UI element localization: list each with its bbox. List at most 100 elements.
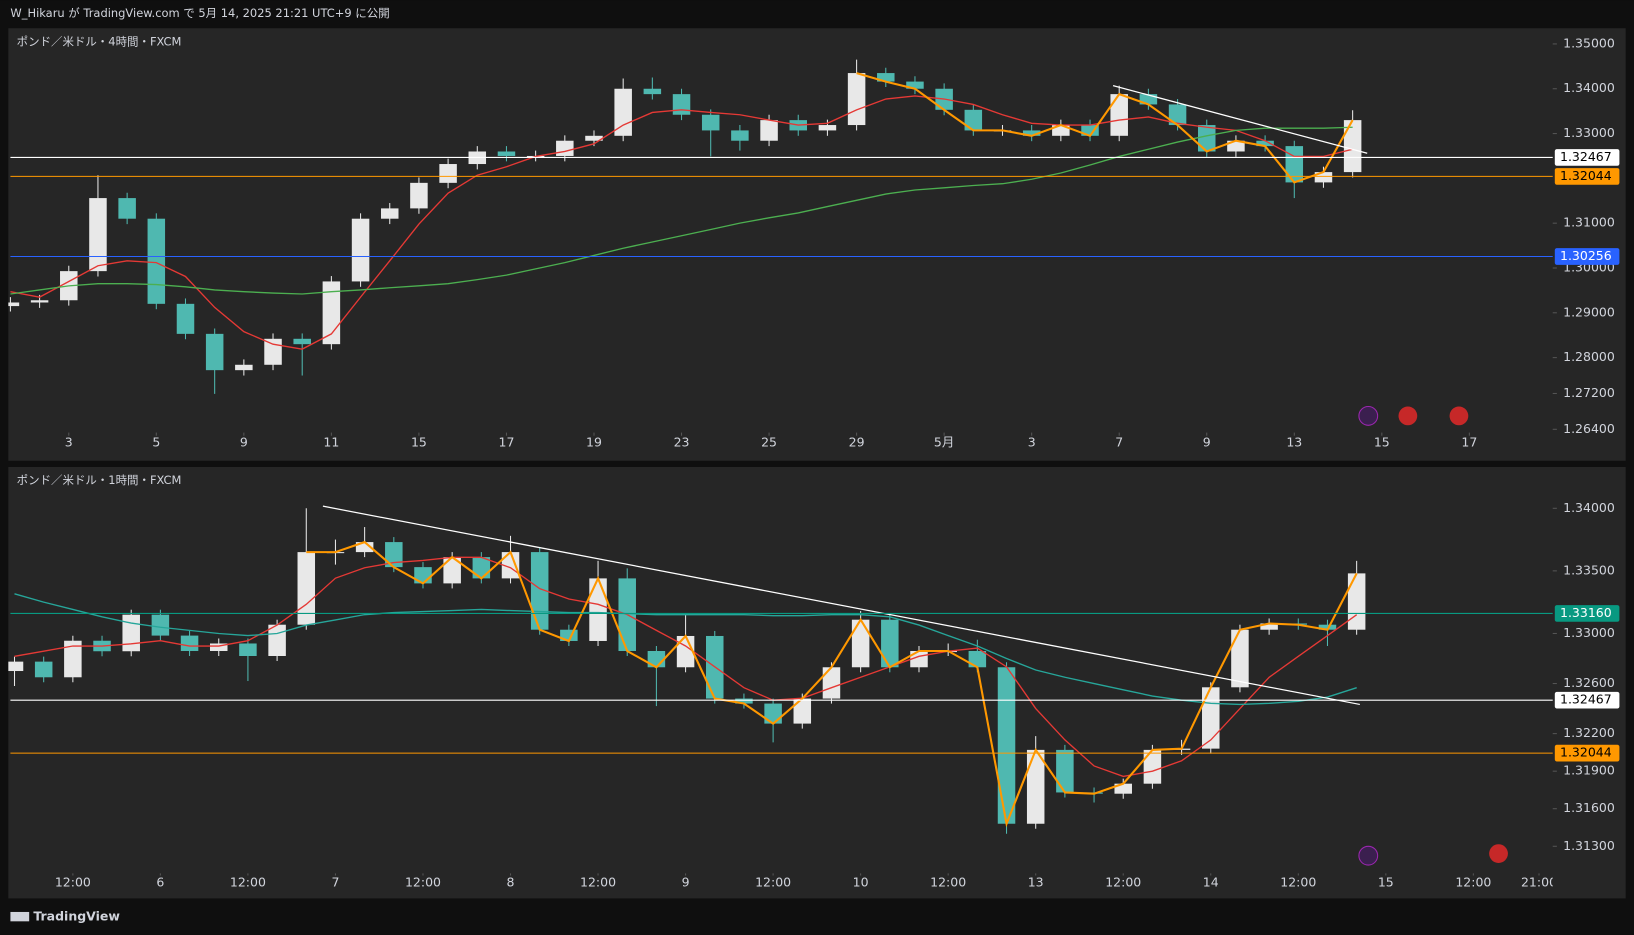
- x-tick-label: 12:00: [755, 874, 791, 889]
- candle-body: [1110, 94, 1128, 136]
- candle-body: [147, 218, 166, 304]
- candle-body: [176, 303, 195, 334]
- plot: [8, 505, 1366, 834]
- x-tick-label: 25: [761, 435, 777, 450]
- candle-body: [735, 698, 753, 704]
- x-tick-label: 3: [65, 435, 73, 450]
- candle-body: [297, 552, 316, 625]
- x-tick-label: 8: [507, 874, 515, 889]
- candle-body: [760, 120, 778, 141]
- y-tick-label: 1.29000: [1563, 304, 1615, 319]
- candle-body: [151, 614, 170, 636]
- price-tag-label: 1.30256: [1560, 248, 1612, 263]
- y-tick-label: 1.33500: [1563, 562, 1615, 577]
- candle-body: [293, 338, 311, 345]
- x-tick-label: 12:00: [930, 874, 966, 889]
- y-tick-label: 1.33000: [1563, 625, 1615, 640]
- candle-body: [589, 578, 607, 641]
- candle-body: [793, 698, 812, 724]
- header-text: W_Hikaru が TradingView.com で 5月 14, 2025…: [10, 6, 389, 20]
- candle-body: [497, 151, 516, 156]
- x-tick-label: 9: [682, 874, 690, 889]
- trendline: [322, 505, 1360, 706]
- x-tick-label: 5: [152, 435, 160, 450]
- y-tick-label: 1.31900: [1563, 763, 1615, 778]
- x-tick-label: 15: [411, 435, 427, 450]
- x-tick-label: 12:00: [1280, 874, 1316, 889]
- x-tick-label: 10: [853, 874, 869, 889]
- candle-body: [556, 140, 574, 156]
- candle-body: [1231, 629, 1249, 688]
- candle-body: [676, 635, 695, 668]
- x-tick-label: 12:00: [1455, 874, 1491, 889]
- x-tick-label: 5月: [934, 435, 954, 450]
- x-tick-label: 12:00: [230, 874, 266, 889]
- x-tick-label: 13: [1028, 874, 1044, 889]
- candle-body: [1022, 130, 1041, 136]
- ma-line: [10, 126, 1353, 295]
- candle-body: [1256, 140, 1274, 147]
- candle-body: [530, 552, 549, 630]
- candle-body: [264, 338, 282, 365]
- x-tick-label: 15: [1378, 874, 1394, 889]
- panel: [8, 28, 1626, 461]
- candle-body: [1314, 172, 1333, 183]
- candle-body: [1227, 140, 1245, 152]
- event-icons: [1358, 406, 1508, 866]
- ma-line: [14, 556, 1358, 778]
- candle-body: [180, 635, 199, 651]
- candle-body: [701, 114, 720, 131]
- x-tick-label: 12:00: [1105, 874, 1141, 889]
- candle-body: [1347, 573, 1366, 630]
- y-tick-label: 1.28000: [1563, 349, 1615, 364]
- candle-body: [1143, 749, 1162, 784]
- price-tag: [1554, 248, 1620, 265]
- candle-body: [239, 643, 257, 657]
- y-tick-label: 1.27200: [1563, 385, 1615, 400]
- candle-body: [560, 629, 578, 641]
- candle-body: [30, 300, 49, 303]
- x-tick-label: 11: [323, 435, 339, 450]
- price-tag-label: 1.32044: [1560, 745, 1612, 760]
- candle-body: [355, 542, 374, 553]
- candle-body: [8, 661, 24, 672]
- y-tick-label: 1.32200: [1563, 725, 1615, 740]
- x-tick-label: 7: [331, 874, 339, 889]
- x-tick-label: 21:00: [1521, 874, 1557, 889]
- candle-body: [443, 557, 461, 584]
- x-tick-label: 7: [1115, 435, 1123, 450]
- candle-body: [968, 650, 987, 668]
- candle-body: [122, 614, 140, 652]
- price-tag: [1554, 168, 1620, 185]
- candle-body: [847, 73, 866, 126]
- candle-body: [410, 182, 428, 209]
- candle-body: [964, 109, 983, 131]
- candle-body: [1026, 749, 1045, 824]
- candle-body: [351, 218, 370, 282]
- x-tick-label: 14: [1203, 874, 1219, 889]
- price-tag-label: 1.32044: [1560, 168, 1612, 183]
- x-tick-label: 12:00: [405, 874, 441, 889]
- candle-body: [1260, 623, 1278, 630]
- y-tick-label: 1.31600: [1563, 800, 1615, 815]
- y-tick-label: 1.35000: [1563, 35, 1615, 50]
- candle-body: [818, 125, 837, 131]
- price-tag-label: 1.33160: [1560, 605, 1612, 620]
- candle-body: [1114, 783, 1132, 794]
- candle-body: [205, 333, 224, 371]
- y-tick-label: 1.34000: [1563, 80, 1615, 95]
- candle-body: [209, 643, 228, 651]
- candle-body: [643, 88, 662, 95]
- candle-body: [501, 552, 520, 579]
- x-tick-label: 9: [1203, 435, 1211, 450]
- candle-body: [1052, 125, 1070, 136]
- x-tick-label: 17: [499, 435, 515, 450]
- candle-body: [1285, 146, 1304, 183]
- x-tick-label: 12:00: [55, 874, 91, 889]
- candle-body: [881, 619, 899, 668]
- candle-body: [851, 619, 870, 668]
- x-tick-label: 19: [586, 435, 602, 450]
- x-tick-label: 12:00: [580, 874, 616, 889]
- y-tick-label: 1.31300: [1563, 838, 1615, 853]
